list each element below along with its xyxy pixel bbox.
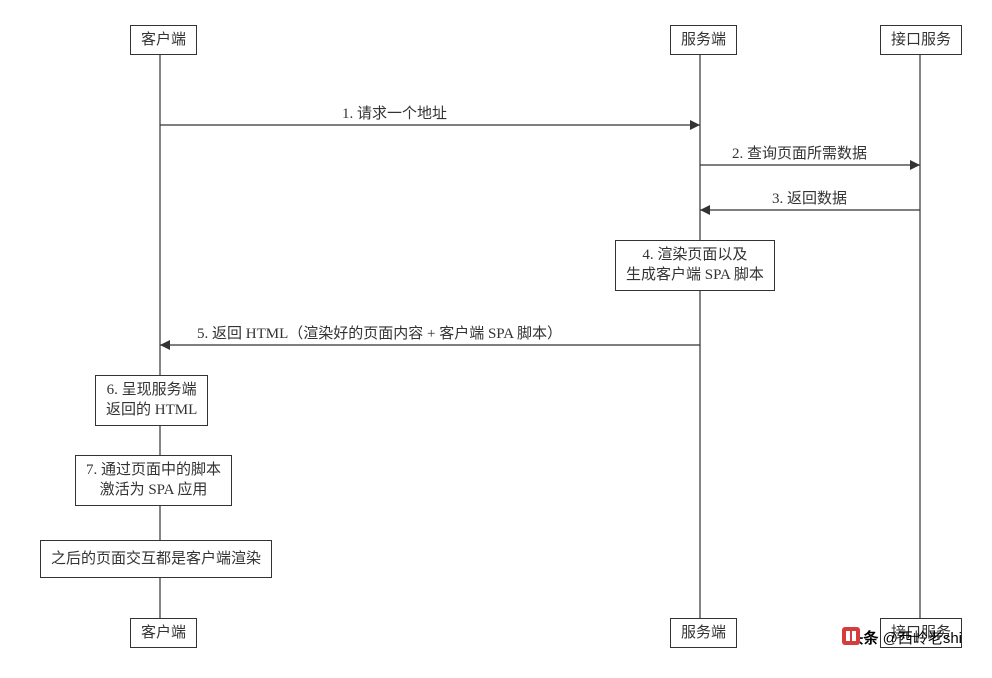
self-block-6-line1: 6. 呈现服务端 bbox=[107, 382, 197, 398]
lifeline-footer-client-label: 客户端 bbox=[141, 625, 186, 641]
message-label-5: 5. 返回 HTML（渲染好的页面内容 + 客户端 SPA 脚本） bbox=[195, 322, 564, 343]
self-block-6: 6. 呈现服务端 返回的 HTML bbox=[95, 375, 208, 426]
self-block-4-line2: 生成客户端 SPA 脚本 bbox=[626, 267, 764, 283]
lifeline-header-server: 服务端 bbox=[670, 25, 737, 55]
self-block-final-line1: 之后的页面交互都是客户端渲染 bbox=[51, 551, 261, 567]
self-block-4-line1: 4. 渲染页面以及 bbox=[642, 247, 747, 263]
lifeline-header-api: 接口服务 bbox=[880, 25, 962, 55]
lifeline-footer-server: 服务端 bbox=[670, 618, 737, 648]
lifeline-footer-server-label: 服务端 bbox=[681, 625, 726, 641]
message-label-3: 3. 返回数据 bbox=[770, 187, 849, 208]
self-block-4: 4. 渲染页面以及 生成客户端 SPA 脚本 bbox=[615, 240, 775, 291]
watermark-handle: @西岭老shi bbox=[883, 630, 962, 647]
lifeline-header-client-label: 客户端 bbox=[141, 32, 186, 48]
self-block-7-line2: 激活为 SPA 应用 bbox=[100, 482, 208, 498]
lifeline-header-api-label: 接口服务 bbox=[891, 32, 951, 48]
lifeline-footer-client: 客户端 bbox=[130, 618, 197, 648]
self-block-final: 之后的页面交互都是客户端渲染 bbox=[40, 540, 272, 578]
message-label-2: 2. 查询页面所需数据 bbox=[730, 142, 869, 163]
self-block-6-line2: 返回的 HTML bbox=[106, 402, 197, 418]
self-block-7: 7. 通过页面中的脚本 激活为 SPA 应用 bbox=[75, 455, 232, 506]
self-block-7-line1: 7. 通过页面中的脚本 bbox=[86, 462, 221, 478]
watermark: 头条 @西岭老shi bbox=[842, 627, 962, 648]
lifeline-header-server-label: 服务端 bbox=[681, 32, 726, 48]
lifeline-header-client: 客户端 bbox=[130, 25, 197, 55]
message-label-1: 1. 请求一个地址 bbox=[340, 102, 449, 123]
